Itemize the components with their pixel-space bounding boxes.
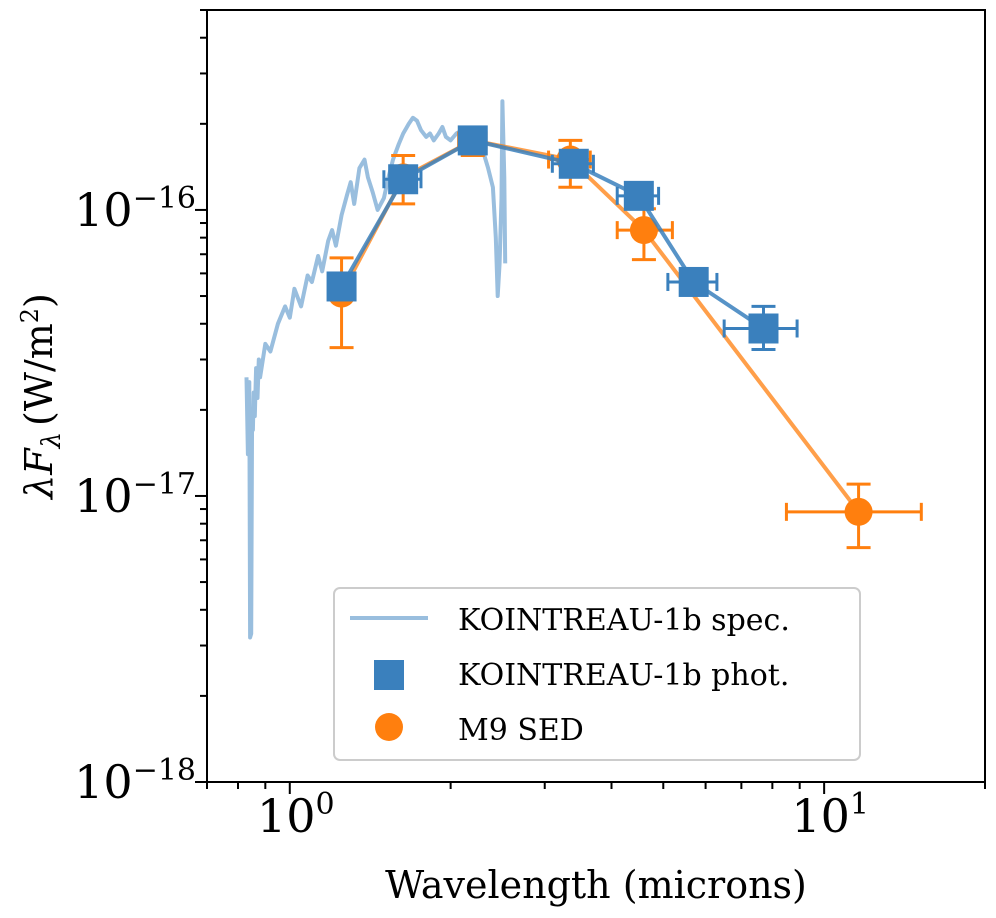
m9-sed-marker-4 xyxy=(629,216,658,245)
y-axis-label: λFλ(W/m2) xyxy=(16,293,67,501)
legend-label-spectrum: KOINTREAU-1b spec. xyxy=(458,603,790,638)
phot-marker-0 xyxy=(326,271,357,302)
legend: KOINTREAU-1b spec. KOINTREAU-1b phot. M9… xyxy=(333,587,861,761)
phot-marker-5 xyxy=(678,266,709,297)
photometry-layer xyxy=(326,125,923,550)
y-tick-label-1e-16: 10−16 xyxy=(74,181,196,237)
legend-square-icon xyxy=(374,660,404,690)
legend-circle-icon xyxy=(375,713,403,741)
m9-sed-marker-5 xyxy=(844,497,873,526)
ticks-layer xyxy=(195,9,986,794)
y-tick-label-1e-17: 10−17 xyxy=(74,467,196,523)
phot-marker-1 xyxy=(388,164,419,195)
y-tick-label-1e-18: 10−18 xyxy=(74,753,196,809)
legend-entry-spectrum: KOINTREAU-1b spec. xyxy=(350,603,790,638)
x-axis-label: Wavelength (microns) xyxy=(385,863,807,907)
phot-marker-6 xyxy=(748,313,779,344)
plot-frame xyxy=(206,9,986,783)
phot-marker-2 xyxy=(457,125,488,156)
legend-entry-m9: M9 SED xyxy=(375,713,584,748)
legend-label-m9: M9 SED xyxy=(458,713,584,748)
legend-label-photometry: KOINTREAU-1b phot. xyxy=(458,658,789,693)
phot-marker-4 xyxy=(623,180,654,211)
legend-box xyxy=(333,587,861,761)
x-tick-label-1: 100 xyxy=(257,787,335,843)
legend-entry-photometry: KOINTREAU-1b phot. xyxy=(374,658,789,693)
phot-marker-3 xyxy=(558,148,589,179)
x-tick-label-10: 101 xyxy=(791,787,869,843)
